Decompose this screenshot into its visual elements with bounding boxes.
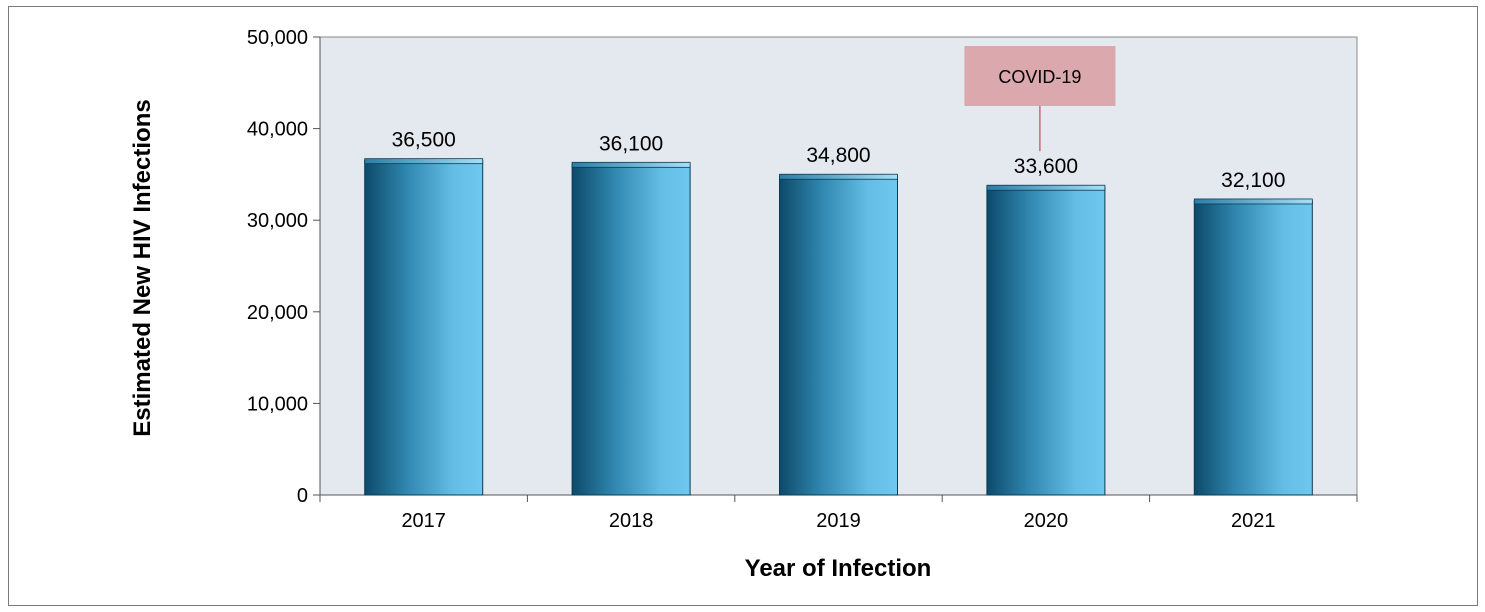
bar: [779, 175, 898, 496]
data-labels: 36,500 36,100 34,800 33,600 32,100: [392, 129, 1286, 192]
y-tick-label: 20,000: [247, 302, 308, 324]
bar-cap: [779, 173, 898, 180]
y-axis-title: Estimated New HIV Infections: [129, 99, 156, 436]
bar-cap: [571, 161, 691, 168]
data-label: 36,100: [599, 132, 663, 155]
annotation-box: [964, 46, 1116, 106]
bar-cap: [1193, 198, 1313, 205]
y-tick-label: 30,000: [247, 210, 308, 232]
bar: [986, 186, 1106, 496]
data-label: 32,100: [1221, 169, 1285, 192]
bars: [364, 158, 1313, 496]
bar-cap: [364, 158, 484, 165]
y-tick-label: 0: [297, 485, 308, 507]
bar-cap: [986, 184, 1106, 191]
bar: [364, 160, 484, 496]
x-tick-label: 2017: [401, 510, 446, 532]
y-tick-label: 40,000: [247, 119, 308, 141]
y-tick-label: 10,000: [247, 393, 308, 415]
x-tick-label: 2020: [1024, 510, 1069, 532]
bar: [571, 163, 691, 496]
x-axis-title: Year of Infection: [745, 555, 932, 582]
bar: [1193, 200, 1313, 496]
x-tick-label: 2018: [609, 510, 654, 532]
data-label: 36,500: [392, 129, 456, 152]
x-axis: 2017 2018 2019 2020 2021: [319, 494, 1358, 532]
y-axis: 0 10,000 20,000 30,000 40,000 50,000: [247, 27, 321, 507]
x-tick-label: 2019: [816, 510, 861, 532]
y-tick-label: 50,000: [247, 27, 308, 49]
data-label: 34,800: [806, 144, 870, 167]
annotation-label: COVID-19: [998, 67, 1081, 87]
covid-annotation: COVID-19: [964, 46, 1116, 152]
x-tick-label: 2021: [1231, 510, 1276, 532]
data-label: 33,600: [1014, 155, 1078, 178]
